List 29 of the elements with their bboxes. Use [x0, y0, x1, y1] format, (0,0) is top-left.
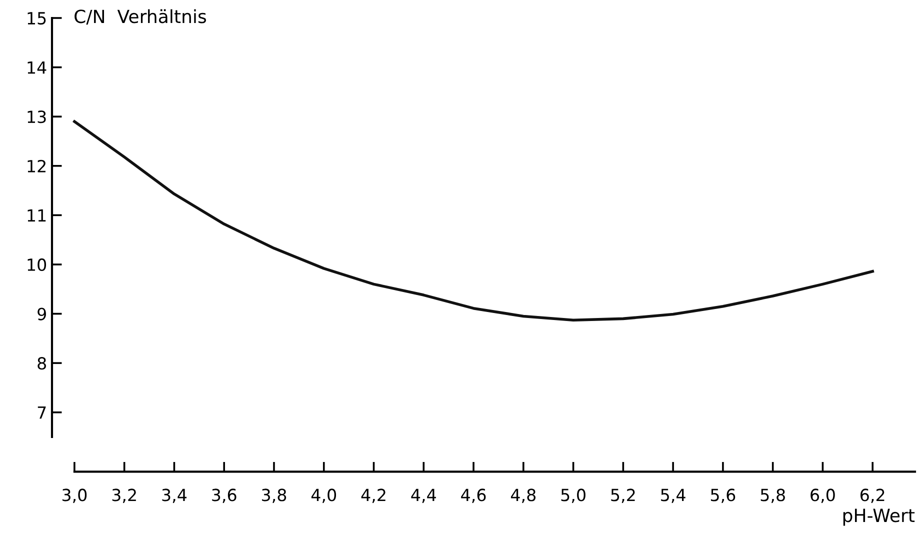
x-tick-label: 3,6 — [212, 488, 236, 503]
x-tick-label: 5,8 — [760, 488, 785, 503]
x-tick-label: 5,4 — [661, 488, 686, 503]
y-tick-label: 7 — [38, 406, 46, 419]
y-tick-label: 9 — [38, 308, 46, 320]
x-tick-label: 3,8 — [262, 488, 286, 503]
x-tick-label: 4,8 — [510, 488, 536, 503]
x-tick-label: 3,0 — [62, 488, 87, 503]
x-tick-label: 4,4 — [411, 488, 436, 503]
y-tick-label: 13 — [28, 110, 46, 124]
y-tick-label: 11 — [28, 209, 46, 222]
line-series — [73, 120, 874, 322]
x-tick-label: 5,2 — [611, 488, 635, 503]
y-tick-label: 14 — [28, 61, 46, 74]
x-tick-label: 4,2 — [361, 488, 386, 503]
y-tick-label: 12 — [28, 160, 46, 172]
x-tick-label: 5,6 — [710, 488, 736, 503]
x-tick-label: 3,4 — [162, 488, 187, 503]
x-axis-title: pH-Wert — [843, 508, 915, 526]
y-tick-label: 10 — [28, 258, 46, 272]
x-tick-label: 4,6 — [461, 488, 486, 503]
y-tick-label: 15 — [28, 12, 46, 25]
x-tick-label: 5,0 — [561, 488, 586, 503]
y-tick-label: 8 — [38, 357, 46, 370]
y-axis-title: C/N Verhältnis — [74, 9, 206, 25]
x-tick-label: 3,2 — [112, 488, 136, 503]
x-tick-label: 4,0 — [311, 488, 336, 503]
x-tick-label: 6,2 — [860, 488, 884, 503]
x-tick-label: 6,0 — [810, 488, 835, 503]
